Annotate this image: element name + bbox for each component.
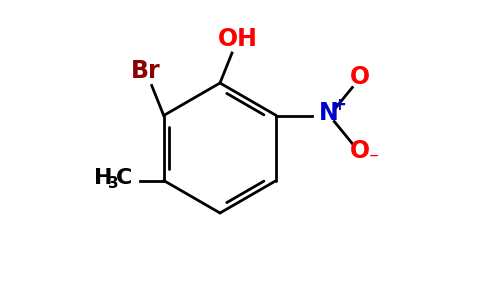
Text: N: N xyxy=(318,101,338,125)
Text: O: O xyxy=(350,140,370,164)
Text: O: O xyxy=(350,65,370,89)
Text: H: H xyxy=(94,169,113,188)
Text: C: C xyxy=(116,169,132,188)
Text: 3: 3 xyxy=(108,176,119,191)
Text: ⁻: ⁻ xyxy=(369,150,379,169)
Text: OH: OH xyxy=(218,27,258,51)
Text: Br: Br xyxy=(131,59,161,83)
Text: +: + xyxy=(333,97,346,115)
